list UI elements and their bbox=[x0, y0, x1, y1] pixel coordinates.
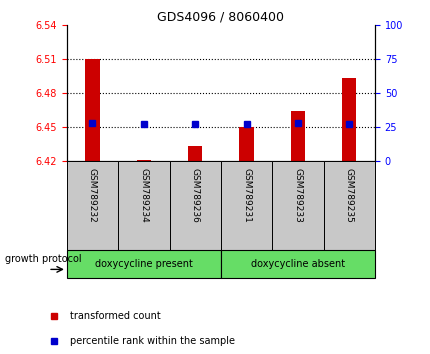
Bar bbox=[290, 111, 304, 161]
Text: GSM789235: GSM789235 bbox=[344, 168, 353, 223]
Bar bbox=[67, 161, 118, 250]
Bar bbox=[187, 146, 202, 161]
Bar bbox=[136, 160, 150, 161]
Bar bbox=[323, 161, 374, 250]
Bar bbox=[221, 161, 272, 250]
Bar bbox=[67, 250, 221, 278]
Text: GSM789233: GSM789233 bbox=[293, 168, 302, 223]
Text: GSM789234: GSM789234 bbox=[139, 168, 148, 223]
Text: GSM789232: GSM789232 bbox=[88, 168, 97, 223]
Text: percentile rank within the sample: percentile rank within the sample bbox=[70, 336, 234, 346]
Text: doxycycline present: doxycycline present bbox=[95, 259, 192, 269]
Text: GSM789231: GSM789231 bbox=[242, 168, 251, 223]
Text: transformed count: transformed count bbox=[70, 311, 160, 321]
Text: GSM789236: GSM789236 bbox=[190, 168, 199, 223]
Bar bbox=[272, 161, 323, 250]
Title: GDS4096 / 8060400: GDS4096 / 8060400 bbox=[157, 11, 284, 24]
Bar bbox=[239, 127, 253, 161]
Bar bbox=[118, 161, 169, 250]
Bar bbox=[341, 78, 356, 161]
Bar bbox=[85, 59, 99, 161]
Bar bbox=[169, 161, 221, 250]
Text: doxycycline absent: doxycycline absent bbox=[250, 259, 344, 269]
Text: growth protocol: growth protocol bbox=[5, 255, 82, 264]
Bar bbox=[221, 250, 374, 278]
